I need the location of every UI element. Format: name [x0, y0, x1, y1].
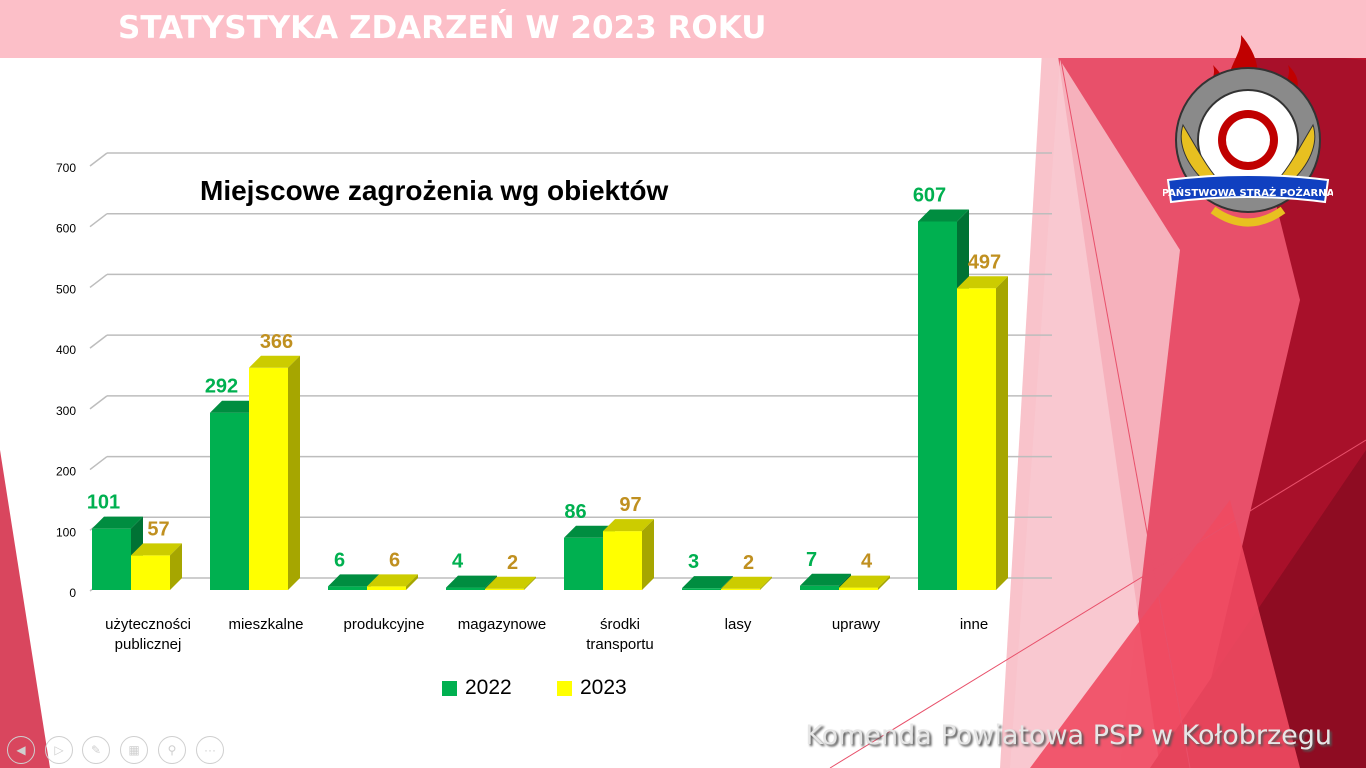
data-label: 607 — [913, 184, 946, 206]
data-label: 366 — [260, 331, 293, 353]
data-label: 86 — [564, 501, 586, 523]
footer-text: Komenda Powiatowa PSP w Kołobrzegu — [805, 720, 1332, 751]
y-tick-label: 300 — [56, 404, 76, 418]
bar-side-2023 — [642, 519, 654, 590]
bar-2022 — [210, 412, 249, 590]
x-tick-label: inne — [960, 616, 988, 633]
data-label: 497 — [968, 251, 1001, 273]
gridline-depth — [89, 273, 108, 289]
bar-2023 — [839, 587, 878, 590]
zoom-icon[interactable]: ⚲ — [158, 736, 186, 764]
bar-2022 — [918, 221, 957, 590]
previous-icon[interactable]: ◀ — [7, 736, 35, 764]
bar-2023 — [721, 588, 760, 590]
gridline-depth — [89, 213, 108, 228]
bar-top-2022 — [446, 575, 497, 588]
gridline-depth — [89, 152, 108, 167]
next-icon[interactable]: ▷ — [45, 736, 73, 764]
psp-logo: PAŃSTWOWA STRAŻ POŻARNA — [1163, 35, 1333, 227]
data-label: 101 — [87, 492, 120, 514]
y-tick-label: 600 — [56, 222, 76, 236]
gridline-depth — [89, 334, 108, 349]
bar-top-2022 — [564, 525, 615, 538]
bar-top-2023 — [249, 355, 300, 368]
svg-text:PAŃSTWOWA STRAŻ POŻARNA: PAŃSTWOWA STRAŻ POŻARNA — [1163, 185, 1333, 199]
bar-top-2023 — [957, 276, 1008, 289]
bar-side-2023 — [760, 576, 772, 590]
chart-title: Miejscowe zagrożenia wg obiektów — [200, 175, 669, 206]
bar-top-2022 — [92, 516, 143, 529]
x-tick-label: środki — [600, 616, 640, 633]
data-label: 2 — [743, 552, 754, 574]
x-tick-label: magazynowe — [458, 616, 546, 633]
data-label: 57 — [147, 518, 169, 540]
bar-2023 — [367, 586, 406, 590]
legend-label: 2022 — [465, 676, 512, 699]
bar-2023 — [249, 367, 288, 590]
bar-top-2023 — [485, 576, 536, 589]
legend-label: 2023 — [580, 676, 627, 699]
legend-2023: 2023 — [557, 676, 627, 700]
x-tick-label: publicznej — [115, 636, 182, 653]
data-label: 292 — [205, 376, 238, 398]
bar-2023 — [485, 588, 524, 590]
bar-2023 — [957, 288, 996, 590]
pen-icon[interactable]: ✎ — [82, 736, 110, 764]
bar-top-2023 — [131, 543, 182, 556]
bar-top-2022 — [800, 573, 851, 586]
bar-side-2023 — [170, 543, 182, 590]
legend-2022: 2022 — [442, 676, 512, 700]
bar-2022 — [682, 588, 721, 590]
data-label: 3 — [688, 551, 699, 573]
data-label: 6 — [389, 549, 400, 571]
bar-2022 — [446, 587, 485, 590]
bar-top-2022 — [918, 209, 969, 222]
bar-side-2023 — [524, 576, 536, 590]
data-label: 97 — [619, 494, 641, 516]
bar-top-2023 — [839, 575, 890, 588]
x-tick-label: uprawy — [832, 616, 881, 633]
y-tick-label: 0 — [69, 586, 76, 600]
bar-top-2022 — [682, 576, 733, 589]
data-label: 2 — [507, 552, 518, 574]
x-tick-label: transportu — [586, 636, 654, 653]
y-tick-label: 700 — [56, 161, 76, 175]
data-label: 7 — [806, 549, 817, 571]
gridline-depth — [89, 455, 108, 471]
gridline-depth — [89, 395, 108, 410]
data-label: 4 — [452, 551, 464, 573]
more-icon[interactable]: ··· — [196, 736, 224, 764]
title-bar: STATYSTYKA ZDARZEŃ W 2023 ROKU — [0, 0, 1366, 58]
bar-top-2023 — [721, 576, 772, 589]
legend-swatch — [442, 680, 457, 696]
bar-2022 — [564, 537, 603, 590]
x-tick-label: produkcyjne — [344, 616, 425, 633]
data-label: 6 — [334, 549, 345, 571]
bar-side-2023 — [288, 355, 300, 590]
slides-icon[interactable]: ▦ — [120, 736, 148, 764]
y-tick-label: 500 — [56, 282, 76, 296]
bar-2022 — [328, 586, 367, 590]
bar-top-2022 — [210, 400, 261, 413]
y-tick-label: 100 — [56, 525, 76, 539]
bar-2023 — [131, 555, 170, 590]
y-tick-label: 400 — [56, 343, 76, 357]
bar-top-2023 — [367, 574, 418, 587]
bar-2023 — [603, 531, 642, 590]
bar-top-2023 — [603, 519, 654, 532]
data-label: 4 — [861, 551, 873, 573]
slide-title: STATYSTYKA ZDARZEŃ W 2023 ROKU — [118, 10, 767, 46]
bar-2022 — [800, 585, 839, 590]
x-tick-label: lasy — [725, 616, 752, 633]
bar-2022 — [92, 528, 131, 590]
x-tick-label: mieszkalne — [228, 616, 303, 633]
y-tick-label: 200 — [56, 465, 76, 479]
legend-swatch — [557, 680, 572, 696]
bar-side-2023 — [996, 276, 1008, 590]
bar-side-2023 — [406, 574, 418, 590]
bar-side-2023 — [878, 575, 890, 590]
bar-top-2022 — [328, 574, 379, 587]
x-tick-label: użyteczności — [105, 616, 191, 633]
